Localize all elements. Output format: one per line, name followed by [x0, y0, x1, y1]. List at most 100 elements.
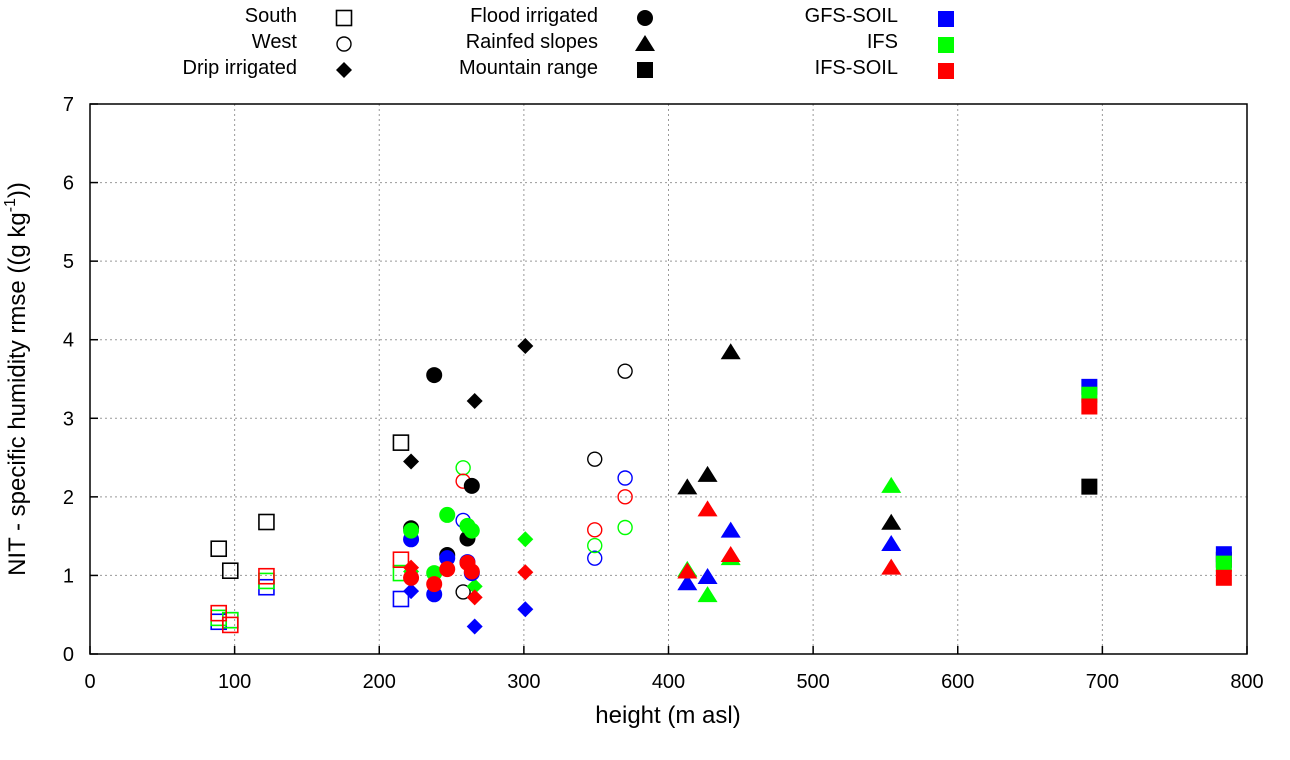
data-point-gfs-soil [466, 618, 483, 635]
data-points [210, 338, 1232, 635]
data-point-black [1081, 478, 1098, 495]
data-point-ifs [587, 537, 603, 554]
data-point-ifs [466, 578, 483, 595]
data-point-black [677, 478, 698, 495]
x-tick-label: 0 [84, 671, 95, 693]
y-tick-label: 2 [63, 487, 74, 509]
data-point-black [221, 562, 239, 580]
legend-label: Mountain range [459, 57, 598, 79]
data-point-gfs-soil [258, 578, 275, 596]
data-point-black [258, 513, 275, 531]
data-point-gfs-soil [617, 470, 633, 486]
data-point-gfs-soil [881, 535, 902, 551]
x-tick-label: 200 [363, 671, 396, 693]
data-point-gfs-soil [439, 550, 456, 567]
data-point-black [617, 363, 633, 379]
y-axis-label: NIT - specific humidity rmse ((g kg-1)) [2, 182, 31, 576]
x-tick-label: 300 [507, 671, 540, 693]
legend-marker-diamond [336, 62, 352, 78]
data-point-gfs-soil [392, 590, 410, 608]
data-point-ifs [426, 565, 443, 582]
group-mountain-range [1081, 378, 1232, 586]
data-point-black [517, 338, 534, 354]
legend-label: West [252, 31, 298, 53]
legend-swatch-ifs-soil [938, 63, 954, 79]
data-point-gfs-soil [587, 550, 603, 566]
x-tick-label: 700 [1086, 671, 1119, 693]
x-tick-label: 600 [941, 671, 974, 693]
legend-marker-triangle [635, 35, 655, 51]
data-point-black [466, 393, 483, 409]
data-point-black [426, 367, 443, 384]
data-point-ifs-soil [403, 569, 420, 586]
data-point-black [463, 477, 480, 494]
legend-label: GFS-SOIL [805, 5, 898, 27]
legend: South West Drip irrigated Flood irrigated Ra… [183, 5, 954, 79]
x-tick-label: 400 [652, 671, 685, 693]
y-tick-label: 6 [63, 173, 74, 195]
group-flood-irrigated [403, 367, 480, 603]
legend-marker-square-open [335, 9, 353, 27]
data-point-black [587, 451, 603, 467]
legend-label: Rainfed slopes [466, 31, 598, 53]
x-axis-label: height (m asl) [595, 702, 740, 729]
legend-swatch-gfs-soil [938, 11, 954, 27]
y-tick-label: 5 [63, 251, 74, 273]
data-point-black [210, 540, 228, 558]
data-point-gfs-soil [517, 601, 534, 618]
data-point-ifs-soil [463, 563, 480, 580]
data-point-ifs [517, 531, 534, 548]
y-tick-label: 7 [63, 94, 74, 116]
data-point-gfs-soil [720, 521, 741, 538]
group-south [210, 434, 410, 634]
data-point-black [392, 434, 410, 451]
legend-marker-circle [637, 10, 653, 26]
x-tick-label: 500 [796, 671, 829, 693]
data-point-ifs [881, 476, 902, 493]
group-rainfed-slopes [677, 343, 902, 603]
x-tick-label: 100 [218, 671, 251, 693]
legend-label: IFS-SOIL [815, 57, 898, 79]
data-point-gfs-soil [403, 583, 420, 600]
data-point-ifs [463, 522, 480, 539]
y-tick-label: 4 [63, 330, 74, 352]
data-point-gfs-soil [677, 574, 698, 591]
data-point-ifs-soil [466, 589, 483, 606]
legend-swatch-ifs [938, 37, 954, 53]
data-point-ifs-soil [258, 567, 275, 585]
data-point-ifs-soil [720, 546, 741, 562]
legend-marker-circle-open [336, 36, 352, 52]
legend-label: IFS [867, 31, 898, 53]
legend-label: South [245, 5, 297, 27]
data-point-ifs-soil [677, 562, 698, 579]
group-west [455, 363, 633, 600]
data-point-ifs-soil [517, 564, 534, 581]
data-point-ifs-soil [439, 561, 456, 578]
legend-label: Drip irrigated [183, 57, 297, 79]
data-point-ifs-soil [617, 489, 633, 505]
y-tick-label: 0 [63, 644, 74, 666]
data-point-black [881, 513, 902, 530]
data-point-black [697, 465, 718, 482]
data-point-ifs-soil [392, 551, 410, 569]
data-point-ifs [617, 519, 633, 536]
data-point-ifs [403, 522, 420, 539]
axis-ticks: 0 100 200 300 400 500 600 700 800 0 1 2 3 4 5 6 7 [63, 94, 1264, 693]
data-point-ifs-soil [221, 616, 239, 634]
data-point-ifs-soil [587, 522, 603, 538]
plot-frame [89, 103, 1248, 655]
data-point-ifs-soil [697, 500, 718, 517]
data-point-ifs [697, 586, 718, 603]
data-point-black [720, 343, 741, 360]
data-point-ifs [439, 506, 456, 523]
data-point-ifs-soil [881, 558, 902, 575]
data-point-black [403, 453, 420, 470]
data-point-ifs [1215, 555, 1232, 572]
data-point-ifs-soil [1081, 398, 1098, 415]
x-tick-label: 800 [1230, 671, 1263, 693]
data-point-black [455, 584, 471, 600]
data-point-ifs [455, 460, 471, 476]
y-tick-label: 1 [63, 565, 74, 587]
grid-lines [90, 104, 1247, 654]
